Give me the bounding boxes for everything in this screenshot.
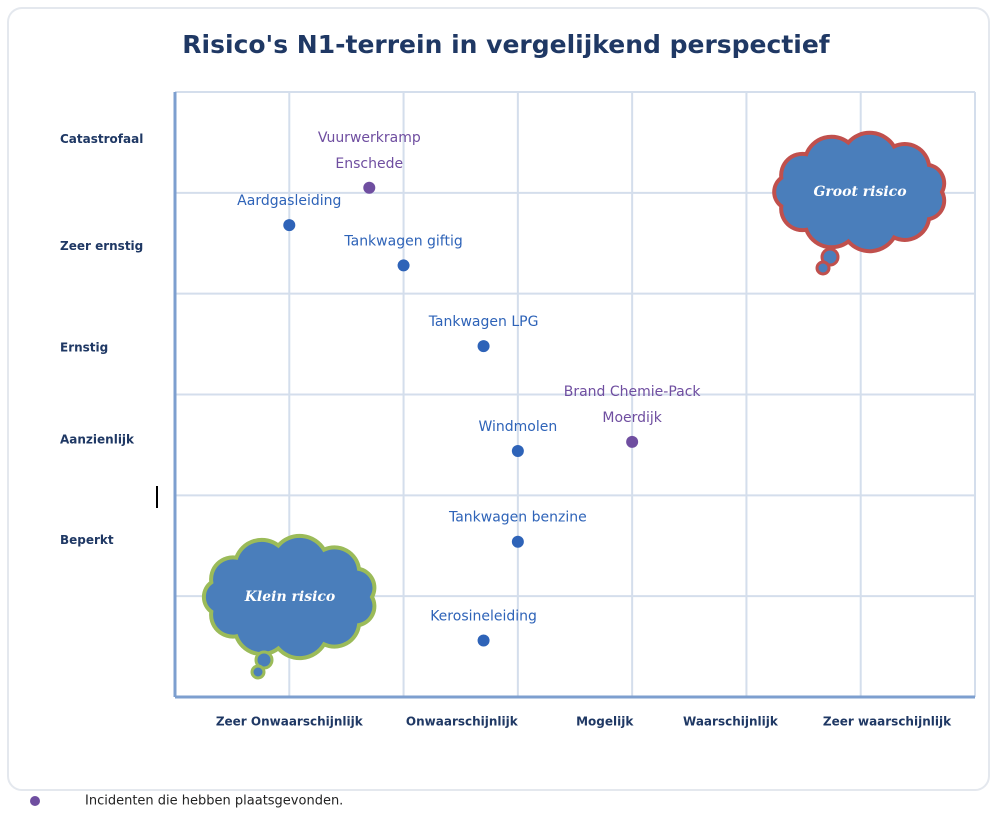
point-label: Vuurwerkramp bbox=[318, 130, 421, 146]
frame bbox=[8, 8, 989, 790]
point-label: Enschede bbox=[335, 156, 403, 172]
point bbox=[398, 259, 410, 271]
x-tick-label: Mogelijk bbox=[576, 715, 634, 729]
y-tick-label: Catastrofaal bbox=[60, 132, 143, 146]
y-tick-label: Zeer ernstig bbox=[60, 239, 143, 253]
x-tick-label: Onwaarschijnlijk bbox=[406, 715, 519, 729]
x-tick-label: Waarschijnlijk bbox=[683, 715, 779, 729]
y-tick-label: Aanzienlijk bbox=[60, 432, 135, 446]
point bbox=[478, 340, 490, 352]
point bbox=[512, 445, 524, 457]
legend-label: Incidenten die hebben plaatsgevonden. bbox=[85, 794, 343, 809]
point bbox=[283, 219, 295, 231]
x-tick-label: Zeer waarschijnlijk bbox=[823, 715, 952, 729]
point bbox=[512, 536, 524, 548]
chart: Risico's N1-terrein in vergelijkend pers… bbox=[0, 0, 993, 813]
cloud-label: Groot risico bbox=[813, 184, 906, 200]
point-label: Aardgasleiding bbox=[237, 193, 341, 209]
point-label: Kerosineleiding bbox=[430, 609, 537, 625]
cloud-tail bbox=[252, 666, 264, 678]
point bbox=[478, 635, 490, 647]
point-label: Moerdijk bbox=[602, 410, 662, 426]
point bbox=[626, 436, 638, 448]
legend-marker bbox=[30, 796, 40, 806]
point-label: Tankwagen giftig bbox=[343, 233, 462, 249]
x-tick-label: Zeer Onwaarschijnlijk bbox=[216, 715, 364, 729]
cloud-label: Klein risico bbox=[244, 589, 336, 605]
point-label: Tankwagen LPG bbox=[428, 314, 539, 330]
y-tick-label: Beperkt bbox=[60, 533, 114, 547]
y-tick-label: Ernstig bbox=[60, 341, 108, 355]
point-label: Tankwagen benzine bbox=[448, 510, 587, 526]
point-label: Brand Chemie-Pack bbox=[564, 384, 702, 400]
point-label: Windmolen bbox=[478, 419, 557, 435]
point bbox=[363, 182, 375, 194]
chart-title: Risico's N1-terrein in vergelijkend pers… bbox=[182, 30, 831, 59]
cloud-tail bbox=[817, 262, 829, 274]
